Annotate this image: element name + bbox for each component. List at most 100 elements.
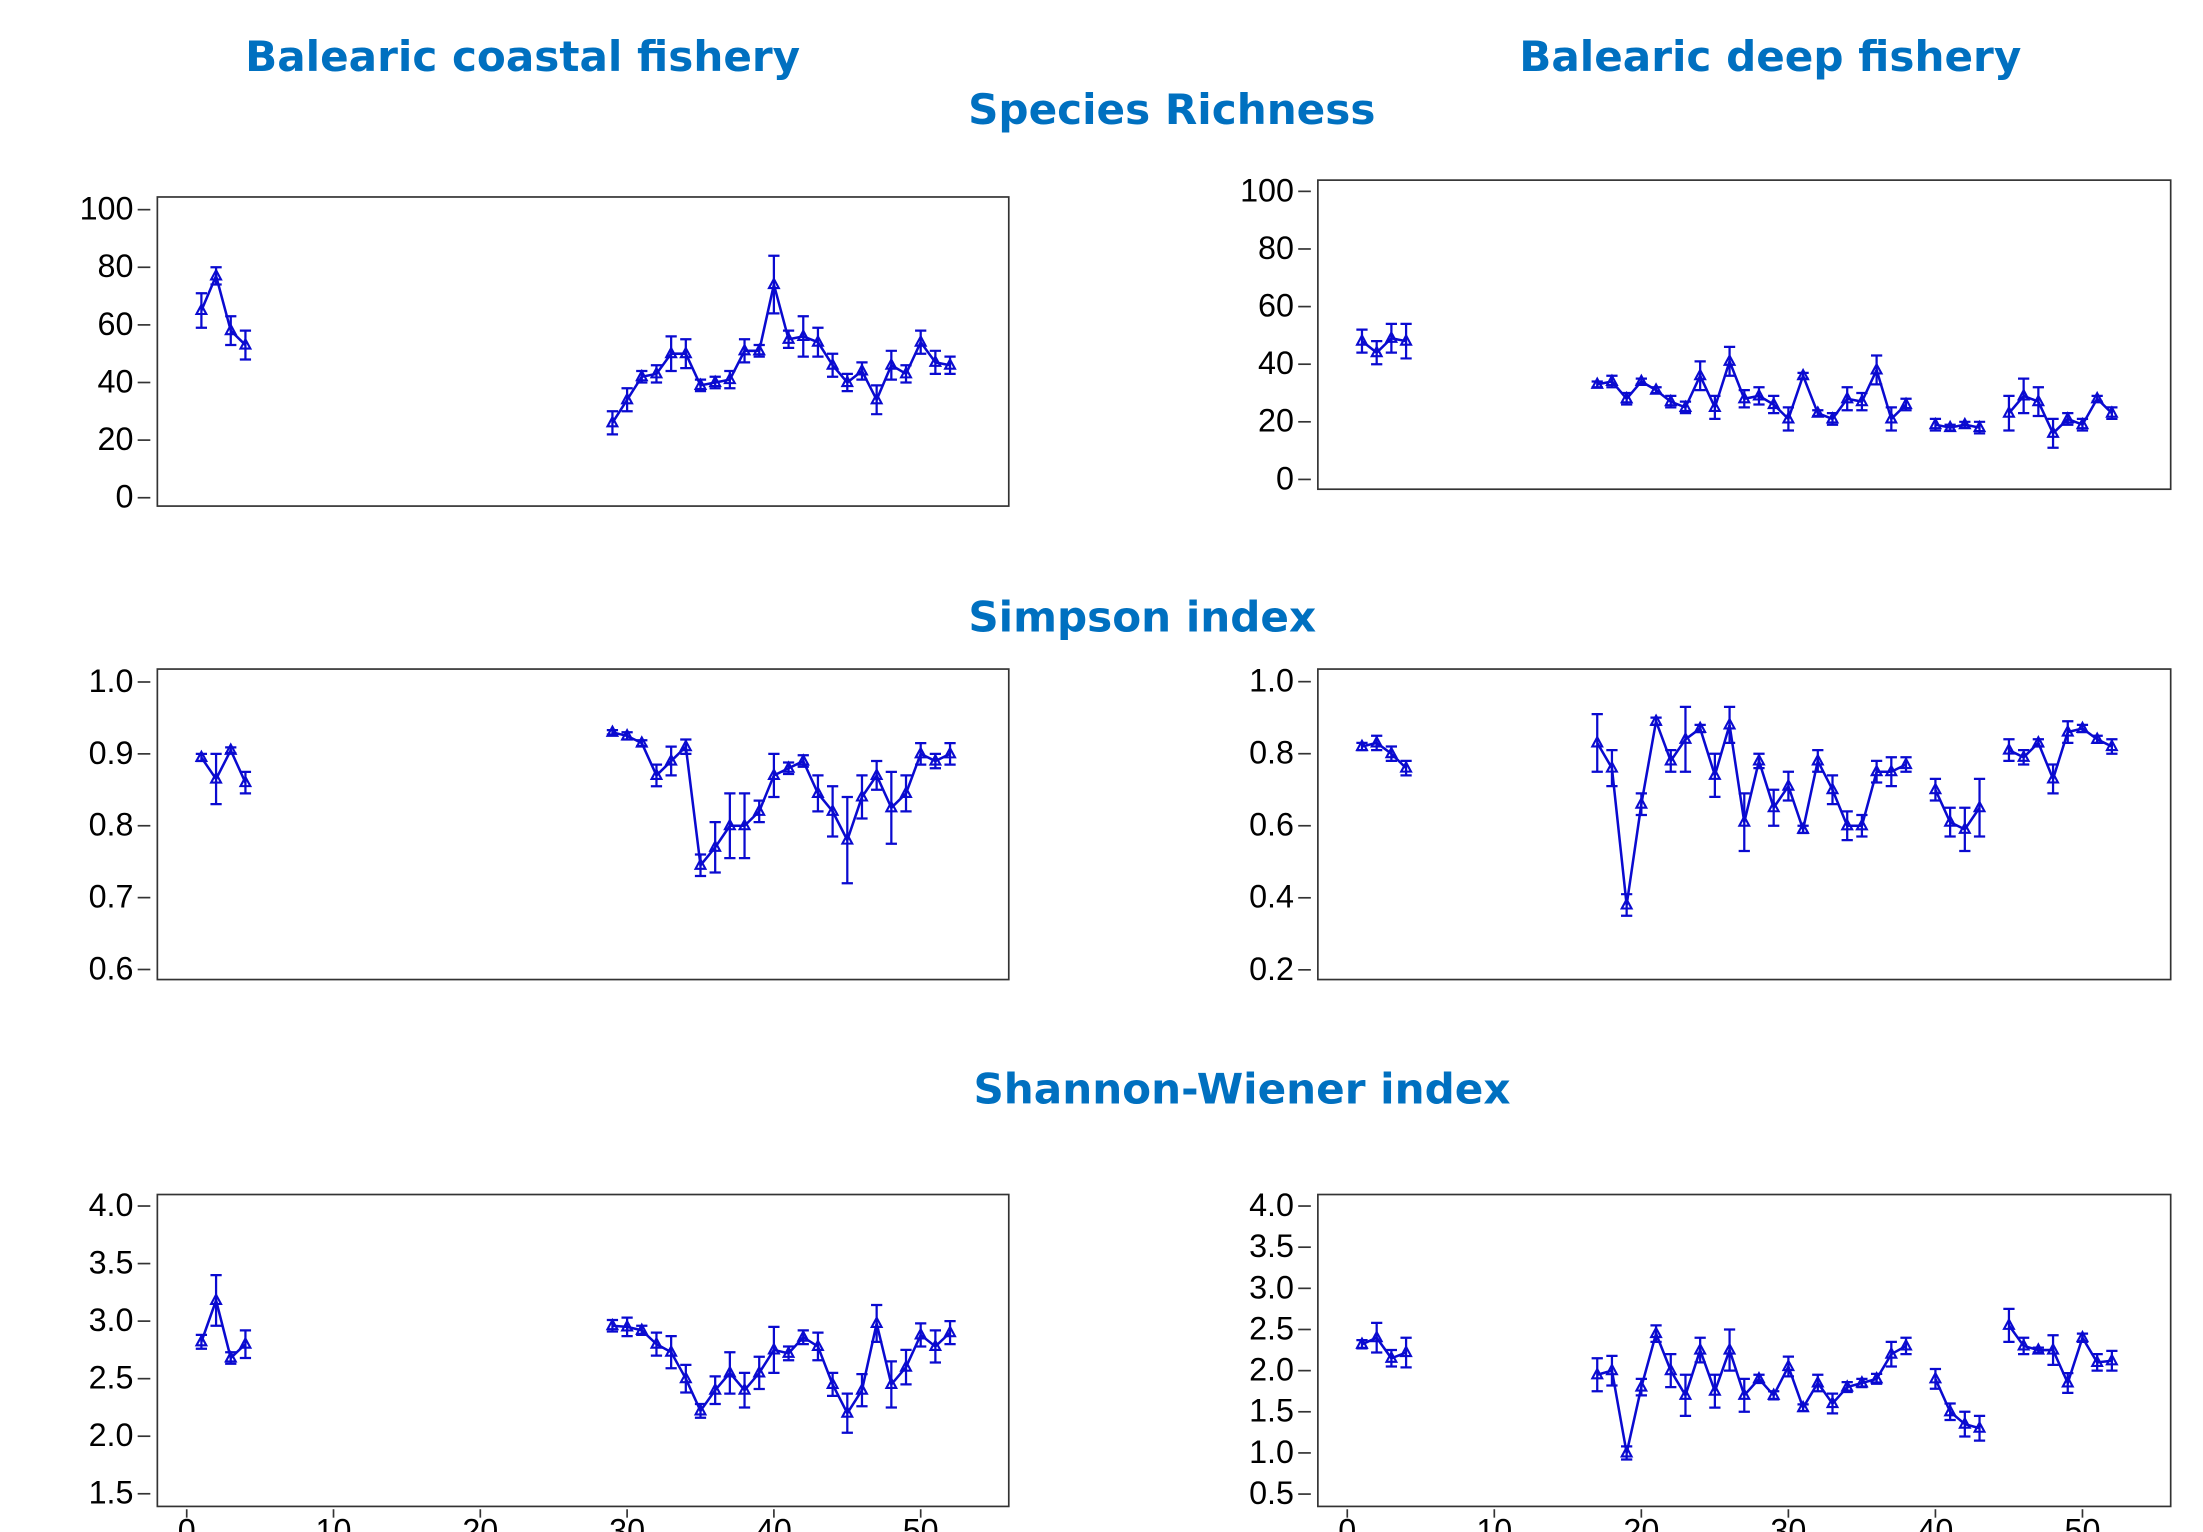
marker (2061, 411, 2075, 424)
marker (1958, 416, 1972, 430)
error-bar (210, 752, 222, 806)
y-tick-label: 1.5 (89, 1475, 134, 1511)
marker (1693, 720, 1707, 734)
error-bar (1959, 1410, 1971, 1438)
error-bar (724, 792, 736, 860)
marker (1943, 419, 1957, 433)
marker (1678, 399, 1693, 412)
y-tick-label: 20 (98, 421, 134, 457)
marker (1869, 1371, 1884, 1384)
marker (1399, 1344, 1413, 1358)
marker (840, 1405, 854, 1418)
marker (1811, 405, 1825, 418)
marker (1972, 419, 1987, 433)
marker (1752, 1371, 1766, 1384)
marker (605, 414, 620, 428)
error-bar (709, 821, 721, 874)
error-bar (797, 315, 809, 358)
error-bar (826, 785, 839, 838)
marker (1928, 781, 1943, 795)
marker (1767, 1387, 1781, 1400)
series-line (200, 731, 951, 869)
marker (649, 1336, 664, 1349)
marker (781, 331, 796, 344)
marker (1369, 735, 1384, 748)
marker (811, 1338, 825, 1352)
y-tick-label: 20 (1258, 403, 1294, 439)
marker (194, 749, 209, 763)
marker (914, 1327, 928, 1340)
series-line (1361, 1324, 2113, 1454)
marker (723, 371, 737, 385)
y-tick-label: 40 (98, 363, 134, 399)
marker (943, 1324, 957, 1338)
marker (1767, 396, 1781, 410)
x-tick-label: 0 (178, 1513, 196, 1532)
marker (825, 1376, 840, 1389)
series-line (200, 272, 951, 424)
marker (943, 746, 957, 759)
marker (1840, 390, 1854, 404)
y-tick-label: 100 (80, 191, 134, 227)
marker (224, 322, 238, 336)
marker (2105, 405, 2119, 418)
error-bar (1679, 705, 1692, 773)
error-bar (1679, 1373, 1692, 1418)
error-bar (239, 329, 252, 361)
marker (1619, 1445, 1634, 1458)
error-bar (1826, 774, 1839, 806)
marker (649, 366, 664, 379)
marker (1722, 1342, 1737, 1355)
error-bar (1665, 1353, 1677, 1389)
marker (2016, 388, 2031, 401)
marker (855, 363, 869, 376)
y-tick-label: 1.0 (1249, 663, 1294, 699)
error-bar (2047, 417, 2059, 449)
marker (781, 1345, 796, 1358)
error-bar (2047, 1334, 2059, 1366)
marker (781, 760, 796, 773)
y-tick-label: 3.0 (1249, 1269, 1294, 1305)
marker (238, 337, 253, 350)
error-bar (2018, 377, 2030, 415)
column-title: Balearic coastal fishery (245, 32, 800, 81)
marker (1840, 817, 1854, 831)
marker (1369, 344, 1384, 358)
x-tick-label: 10 (1476, 1513, 1512, 1532)
error-bar (2003, 394, 2015, 432)
error-bar (1768, 788, 1780, 827)
marker (209, 771, 223, 784)
marker (209, 1292, 223, 1305)
marker (1928, 416, 1943, 430)
error-bar (239, 1329, 252, 1360)
marker (1884, 763, 1899, 777)
marker (1869, 362, 1884, 375)
marker (693, 1403, 708, 1416)
marker (1958, 821, 1972, 834)
marker (620, 1319, 634, 1332)
y-tick-label: 3.0 (89, 1302, 134, 1338)
marker (2090, 390, 2104, 404)
marker (1811, 753, 1825, 766)
y-tick-label: 100 (1240, 172, 1294, 208)
row-title: Simpson index (968, 592, 1316, 641)
marker (1708, 1383, 1722, 1396)
marker (928, 354, 943, 367)
error-bar (1709, 752, 1721, 799)
error-bar (195, 292, 208, 329)
y-tick-label: 2.0 (1249, 1352, 1294, 1388)
marker (1634, 1379, 1649, 1392)
marker (1781, 778, 1796, 791)
marker (1884, 411, 1899, 424)
row-title: Shannon-Wiener index (973, 1064, 1510, 1113)
y-tick-label: 0.8 (89, 807, 134, 843)
x-tick-label: 20 (1623, 1513, 1659, 1532)
marker (914, 334, 928, 347)
marker (1737, 1387, 1751, 1400)
marker (1590, 735, 1604, 748)
marker (708, 839, 722, 852)
y-tick-label: 2.0 (89, 1417, 134, 1453)
marker (1605, 760, 1619, 773)
marker (2105, 738, 2119, 752)
marker (2031, 1342, 2046, 1355)
